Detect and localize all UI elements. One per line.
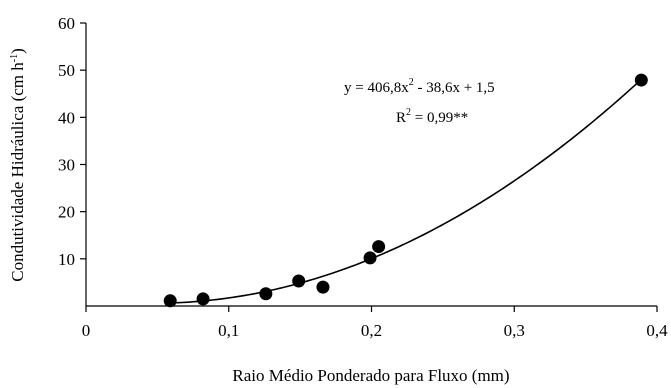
x-tick-label: 0,2 (361, 321, 382, 340)
x-ticks: 0 0,1 0,2 0,3 0,4 (82, 306, 668, 340)
y-tick-label: 50 (58, 61, 75, 80)
equation-line-1: y = 406,8x2 - 38,6x + 1,5 (344, 77, 495, 96)
y-axis-label: Condutividade Hidráulica (cm h-1) (8, 48, 27, 282)
x-axis-label: Raio Médio Ponderado para Fluxo (mm) (232, 366, 509, 385)
data-point (196, 292, 210, 306)
y-tick-label: 30 (58, 156, 75, 175)
data-point (634, 73, 648, 87)
y-tick-label: 40 (58, 108, 75, 127)
x-tick-label: 0 (82, 321, 91, 340)
data-point (259, 287, 273, 301)
data-point (363, 251, 377, 265)
y-ticks: 10 20 30 40 50 60 (58, 14, 86, 269)
data-point (316, 280, 330, 294)
fit-curve (170, 78, 642, 304)
x-tick-label: 0,1 (218, 321, 239, 340)
x-tick-label: 0,3 (504, 321, 525, 340)
y-tick-label: 10 (58, 250, 75, 269)
data-point (372, 240, 386, 254)
data-point (163, 294, 177, 308)
y-tick-label: 20 (58, 203, 75, 222)
x-tick-label: 0,4 (646, 321, 668, 340)
y-tick-label: 60 (58, 14, 75, 33)
data-points (163, 73, 648, 308)
data-point (292, 274, 306, 288)
equation-line-2: R2 = 0,99** (396, 107, 468, 126)
